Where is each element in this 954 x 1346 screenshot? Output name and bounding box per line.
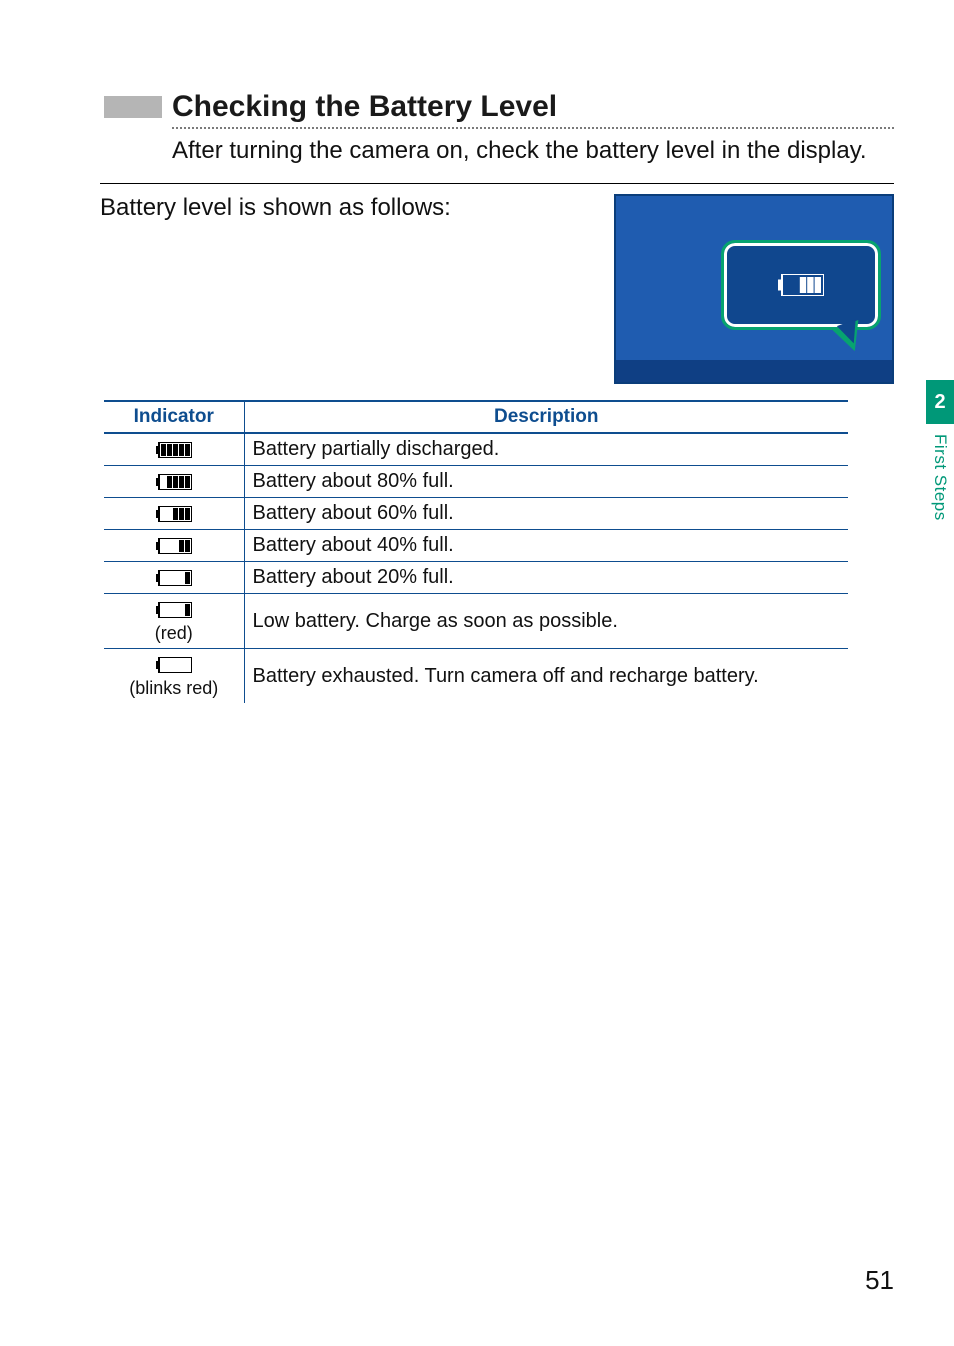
battery-icon	[156, 598, 192, 620]
indicator-cell: (blinks red)	[104, 649, 244, 704]
indicator-cell: (red)	[104, 594, 244, 649]
chapter-side-tab: 2 First Steps	[926, 380, 954, 521]
page-number: 51	[865, 1265, 894, 1296]
battery-icon	[156, 438, 192, 460]
screen-bottom-bar	[616, 360, 892, 382]
battery-level-table: Indicator Description Battery partially …	[104, 400, 848, 703]
description-cell: Battery about 40% full.	[244, 530, 848, 562]
battery-table-body: Battery partially discharged.Battery abo…	[104, 433, 848, 703]
intro-text: After turning the camera on, check the b…	[172, 135, 894, 167]
description-cell: Battery exhausted. Turn camera off and r…	[244, 649, 848, 704]
battery-icon	[778, 274, 824, 296]
chapter-label: First Steps	[930, 434, 950, 521]
section-heading-row: Checking the Battery Level	[104, 90, 894, 123]
table-row: Battery partially discharged.	[104, 433, 848, 466]
heading-marker-icon	[104, 96, 162, 118]
manual-page: Checking the Battery Level After turning…	[0, 0, 954, 1346]
description-cell: Battery about 60% full.	[244, 498, 848, 530]
battery-icon	[156, 502, 192, 524]
section-heading: Checking the Battery Level	[172, 90, 557, 123]
table-header-indicator: Indicator	[104, 401, 244, 433]
indicator-sublabel: (blinks red)	[112, 678, 236, 699]
indicator-cell	[104, 562, 244, 594]
dotted-divider	[172, 127, 894, 129]
description-cell: Battery about 20% full.	[244, 562, 848, 594]
follows-text: Battery level is shown as follows:	[100, 194, 594, 222]
description-cell: Battery partially discharged.	[244, 433, 848, 466]
battery-icon	[156, 566, 192, 588]
section-rule	[100, 183, 894, 184]
callout-bubble	[721, 240, 881, 330]
table-row: Battery about 80% full.	[104, 466, 848, 498]
indicator-cell	[104, 498, 244, 530]
follows-row: Battery level is shown as follows:	[100, 194, 894, 384]
chapter-number-badge: 2	[926, 380, 954, 424]
table-row: (red) Low battery. Charge as soon as poss…	[104, 594, 848, 649]
table-row: Battery about 40% full.	[104, 530, 848, 562]
indicator-cell	[104, 530, 244, 562]
camera-screen-illustration	[614, 194, 894, 384]
battery-icon	[156, 653, 192, 675]
battery-icon	[156, 534, 192, 556]
description-cell: Battery about 80% full.	[244, 466, 848, 498]
battery-icon	[156, 470, 192, 492]
table-header-description: Description	[244, 401, 848, 433]
table-row: (blinks red) Battery exhausted. Turn came…	[104, 649, 848, 704]
table-row: Battery about 20% full.	[104, 562, 848, 594]
indicator-cell	[104, 433, 244, 466]
table-row: Battery about 60% full.	[104, 498, 848, 530]
indicator-sublabel: (red)	[112, 623, 236, 644]
description-cell: Low battery. Charge as soon as possible.	[244, 594, 848, 649]
indicator-cell	[104, 466, 244, 498]
